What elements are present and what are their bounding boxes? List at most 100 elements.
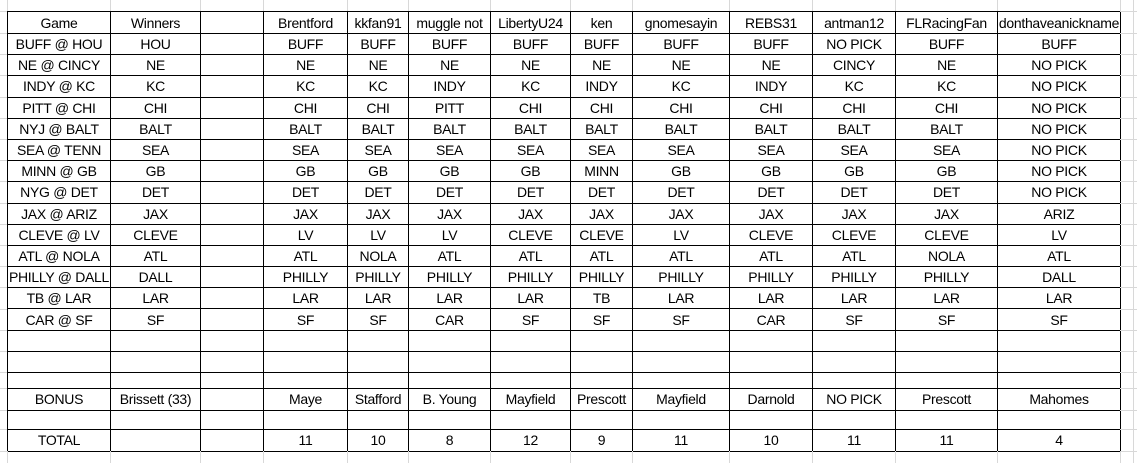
pick-cell[interactable]: NO PICK [997, 75, 1121, 98]
pick-cell[interactable]: NE [632, 54, 730, 77]
matchup-cell[interactable]: NYJ @ BALT [7, 117, 111, 140]
pick-cell[interactable]: GB [632, 160, 730, 183]
matchup-cell[interactable]: NE @ CINCY [7, 54, 111, 77]
pick-cell[interactable]: ATL [570, 244, 633, 268]
pick-cell[interactable]: SEA [570, 138, 633, 162]
winner-cell[interactable]: HOU [110, 32, 201, 56]
pick-cell[interactable]: BALT [632, 117, 730, 140]
pick-cell[interactable]: ATL [632, 244, 730, 268]
matchup-cell[interactable]: TB @ LAR [7, 287, 111, 310]
header-cell-game[interactable]: Game [7, 11, 111, 34]
pick-cell[interactable]: BALT [408, 117, 491, 140]
pick-cell[interactable]: CLEVE [729, 223, 813, 246]
pick-cell[interactable]: BALT [729, 117, 813, 140]
pick-cell[interactable]: CLEVE [570, 223, 633, 246]
header-cell-player[interactable]: FLRacingFan [895, 11, 998, 34]
pick-cell[interactable]: GB [490, 160, 571, 183]
pick-cell[interactable]: GB [263, 160, 348, 183]
pick-cell[interactable]: LAR [263, 287, 348, 310]
pick-cell[interactable]: JAX [632, 202, 730, 225]
pick-cell[interactable]: ARIZ [997, 202, 1121, 225]
total-value-cell[interactable]: 4 [997, 428, 1121, 452]
matchup-cell[interactable]: MINN @ GB [7, 160, 111, 183]
matchup-cell[interactable]: PHILLY @ DALL [7, 266, 111, 289]
pick-cell[interactable]: NOLA [895, 244, 998, 268]
matchup-cell[interactable]: JAX @ ARIZ [7, 202, 111, 225]
header-cell-player[interactable]: donthaveanickname [997, 11, 1121, 34]
winner-cell[interactable]: GB [110, 160, 201, 183]
empty-cell[interactable] [200, 96, 264, 119]
pick-cell[interactable]: LV [632, 223, 730, 246]
pick-cell[interactable]: CHI [490, 96, 571, 119]
pick-cell[interactable]: CHI [347, 96, 409, 119]
pick-cell[interactable]: PHILLY [263, 266, 348, 289]
empty-cell[interactable] [263, 329, 348, 352]
pick-cell[interactable]: PITT [408, 96, 491, 119]
empty-cell[interactable] [200, 287, 264, 310]
pick-cell[interactable]: PHILLY [632, 266, 730, 289]
pick-cell[interactable]: BALT [490, 117, 571, 140]
winner-cell[interactable]: ATL [110, 244, 201, 268]
total-value-cell[interactable]: 10 [729, 428, 813, 452]
pick-cell[interactable]: LV [997, 223, 1121, 246]
pick-cell[interactable]: DET [408, 181, 491, 204]
pick-cell[interactable]: SEA [347, 138, 409, 162]
empty-cell[interactable] [7, 371, 111, 389]
empty-cell[interactable] [110, 329, 201, 352]
pick-cell[interactable]: PHILLY [408, 266, 491, 289]
empty-cell[interactable] [200, 371, 264, 389]
pick-cell[interactable]: BUFF [490, 32, 571, 56]
empty-cell[interactable] [200, 75, 264, 98]
pick-cell[interactable]: BUFF [895, 32, 998, 56]
pick-cell[interactable]: BALT [570, 117, 633, 140]
pick-cell[interactable]: GB [347, 160, 409, 183]
pick-cell[interactable]: SF [490, 308, 571, 331]
pick-cell[interactable]: CINCY [812, 54, 896, 77]
empty-cell[interactable] [200, 223, 264, 246]
empty-cell[interactable] [200, 329, 264, 352]
total-value-cell[interactable]: 11 [632, 428, 730, 452]
empty-cell[interactable] [7, 350, 111, 373]
empty-cell[interactable] [812, 371, 896, 389]
pick-cell[interactable]: CHI [632, 96, 730, 119]
pick-cell[interactable]: SEA [895, 138, 998, 162]
bonus-pick-cell[interactable]: NO PICK [812, 387, 896, 411]
pick-cell[interactable]: JAX [490, 202, 571, 225]
winner-cell[interactable]: NE [110, 54, 201, 77]
empty-cell[interactable] [997, 409, 1121, 430]
pick-cell[interactable]: SF [347, 308, 409, 331]
pick-cell[interactable]: KC [490, 75, 571, 98]
pick-cell[interactable]: NE [570, 54, 633, 77]
bonus-pick-cell[interactable]: Mayfield [490, 387, 571, 411]
pick-cell[interactable]: CHI [812, 96, 896, 119]
empty-cell[interactable] [490, 371, 571, 389]
empty-cell[interactable] [200, 350, 264, 373]
total-value-cell[interactable]: 11 [812, 428, 896, 452]
header-cell-player[interactable]: REBS31 [729, 11, 813, 34]
pick-cell[interactable]: PHILLY [490, 266, 571, 289]
pick-cell[interactable]: CAR [408, 308, 491, 331]
empty-cell[interactable] [200, 138, 264, 162]
pick-cell[interactable]: SEA [490, 138, 571, 162]
pick-cell[interactable]: LAR [997, 287, 1121, 310]
empty-cell[interactable] [408, 371, 491, 389]
pick-cell[interactable]: BALT [812, 117, 896, 140]
pick-cell[interactable]: GB [729, 160, 813, 183]
total-value-cell[interactable]: 8 [408, 428, 491, 452]
empty-cell[interactable] [200, 244, 264, 268]
pick-cell[interactable]: SF [570, 308, 633, 331]
pick-cell[interactable]: NO PICK [812, 32, 896, 56]
empty-cell[interactable] [347, 371, 409, 389]
empty-cell[interactable] [729, 371, 813, 389]
bonus-pick-cell[interactable]: Prescott [570, 387, 633, 411]
pick-cell[interactable]: SEA [812, 138, 896, 162]
pick-cell[interactable]: BALT [347, 117, 409, 140]
empty-cell[interactable] [200, 117, 264, 140]
empty-cell[interactable] [729, 409, 813, 430]
empty-cell[interactable] [110, 350, 201, 373]
pick-cell[interactable]: GB [812, 160, 896, 183]
pick-cell[interactable]: CLEVE [895, 223, 998, 246]
pick-cell[interactable]: NO PICK [997, 117, 1121, 140]
bonus-pick-cell[interactable]: Mayfield [632, 387, 730, 411]
empty-cell[interactable] [408, 409, 491, 430]
